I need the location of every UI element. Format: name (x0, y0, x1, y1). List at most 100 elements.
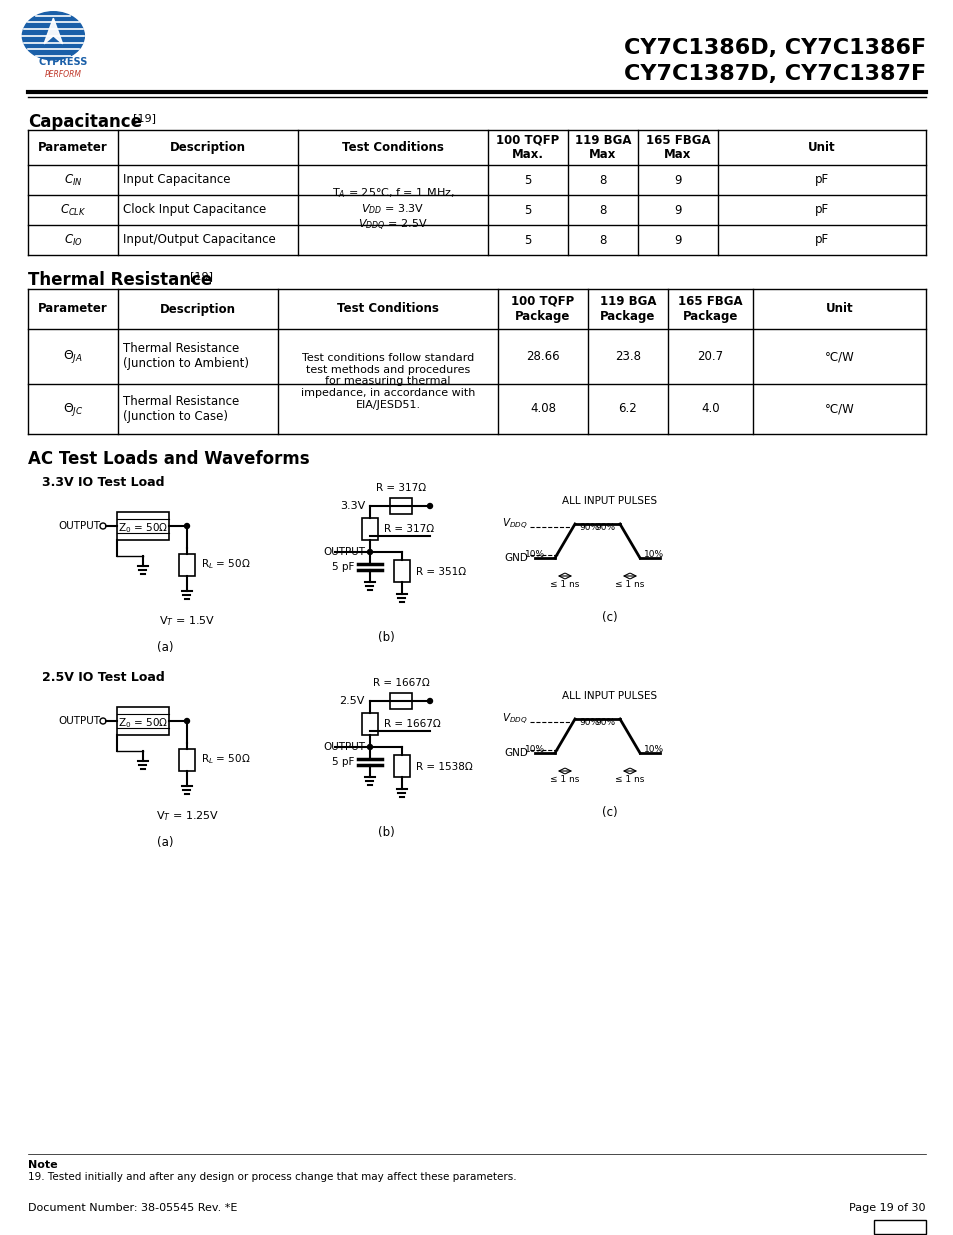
Text: ≤ 1 ns: ≤ 1 ns (550, 776, 579, 784)
Text: pF: pF (814, 173, 828, 186)
Circle shape (22, 12, 84, 61)
Text: 19. Tested initially and after any design or process change that may affect thes: 19. Tested initially and after any desig… (28, 1172, 517, 1182)
Text: [19]: [19] (190, 270, 213, 282)
Text: Z$_0$ = 50Ω: Z$_0$ = 50Ω (118, 521, 168, 535)
Text: ≤ 1 ns: ≤ 1 ns (615, 580, 644, 589)
Bar (179, 748, 194, 771)
Text: 8: 8 (598, 204, 606, 216)
Text: Page 19 of 30: Page 19 of 30 (848, 1203, 925, 1213)
Text: 3.3V IO Test Load: 3.3V IO Test Load (42, 475, 164, 489)
Text: Test Conditions: Test Conditions (336, 303, 438, 315)
Text: $V_{DDQ}$: $V_{DDQ}$ (502, 711, 527, 726)
Text: °C/W: °C/W (823, 403, 854, 415)
Text: 5: 5 (524, 233, 531, 247)
Text: Document Number: 38-05545 Rev. *E: Document Number: 38-05545 Rev. *E (28, 1203, 237, 1213)
Text: PERFORM: PERFORM (45, 70, 82, 79)
Text: (c): (c) (601, 806, 618, 819)
Text: Input Capacitance: Input Capacitance (123, 173, 231, 186)
Text: OUTPUT: OUTPUT (323, 547, 365, 557)
Text: °C/W: °C/W (823, 350, 854, 363)
Text: GND: GND (503, 748, 527, 758)
Text: R = 317Ω: R = 317Ω (375, 483, 426, 493)
Text: 10%: 10% (643, 550, 663, 559)
Bar (117, 513, 169, 540)
Text: 28.66: 28.66 (526, 350, 559, 363)
Text: Thermal Resistance
(Junction to Case): Thermal Resistance (Junction to Case) (123, 395, 239, 424)
Text: 8: 8 (598, 233, 606, 247)
Bar (361, 713, 377, 735)
Text: Z$_0$ = 50Ω: Z$_0$ = 50Ω (118, 716, 168, 730)
Text: (a): (a) (156, 641, 173, 655)
Text: 10%: 10% (643, 745, 663, 755)
Text: Input/Output Capacitance: Input/Output Capacitance (123, 233, 275, 247)
Text: 23.8: 23.8 (615, 350, 640, 363)
Text: T$_A$ = 25°C, f = 1 MHz,
$V_{DD}$ = 3.3V
$V_{DDQ}$ = 2.5V: T$_A$ = 25°C, f = 1 MHz, $V_{DD}$ = 3.3V… (332, 186, 454, 233)
Text: $\Theta_{JC}$: $\Theta_{JC}$ (63, 400, 83, 417)
Text: R = 351Ω: R = 351Ω (416, 567, 466, 577)
Text: CY7C1386D, CY7C1386F: CY7C1386D, CY7C1386F (623, 38, 925, 58)
Text: R = 317Ω: R = 317Ω (384, 524, 434, 534)
Text: (b): (b) (377, 631, 394, 643)
Text: ALL INPUT PULSES: ALL INPUT PULSES (562, 496, 657, 506)
Text: pF: pF (814, 233, 828, 247)
Circle shape (184, 524, 190, 529)
Text: [19]: [19] (132, 112, 156, 124)
Text: 4.0: 4.0 (700, 403, 720, 415)
Text: 100 TQFP
Package: 100 TQFP Package (511, 295, 574, 324)
Text: 5 pF: 5 pF (332, 562, 354, 572)
Text: 9: 9 (674, 173, 681, 186)
Bar (394, 755, 410, 777)
Text: 119 BGA
Max: 119 BGA Max (574, 133, 631, 162)
Polygon shape (44, 19, 63, 43)
Text: $\Theta_{JA}$: $\Theta_{JA}$ (63, 348, 83, 366)
Text: ≤ 1 ns: ≤ 1 ns (550, 580, 579, 589)
Circle shape (427, 504, 432, 509)
Text: 3.3V: 3.3V (339, 501, 365, 511)
Text: 10%: 10% (524, 550, 544, 559)
Text: 90%: 90% (578, 522, 598, 532)
Text: Thermal Resistance
(Junction to Ambient): Thermal Resistance (Junction to Ambient) (123, 342, 249, 370)
Text: ≤ 1 ns: ≤ 1 ns (615, 776, 644, 784)
Text: 2.5V IO Test Load: 2.5V IO Test Load (42, 671, 165, 684)
Text: R$_L$ = 50Ω: R$_L$ = 50Ω (201, 557, 251, 571)
Text: 10%: 10% (524, 745, 544, 755)
Text: OUTPUT: OUTPUT (323, 742, 365, 752)
Circle shape (427, 699, 432, 704)
Text: R = 1667Ω: R = 1667Ω (384, 719, 440, 729)
Text: R$_L$ = 50Ω: R$_L$ = 50Ω (201, 752, 251, 766)
Text: (c): (c) (601, 611, 618, 624)
Text: 8: 8 (598, 173, 606, 186)
Text: R = 1667Ω: R = 1667Ω (373, 678, 429, 688)
Text: 9: 9 (674, 233, 681, 247)
Text: 20.7: 20.7 (697, 350, 722, 363)
Text: AC Test Loads and Waveforms: AC Test Loads and Waveforms (28, 450, 310, 468)
Text: Test conditions follow standard
test methods and procedures
for measuring therma: Test conditions follow standard test met… (300, 353, 475, 410)
Text: $C_{IO}$: $C_{IO}$ (64, 232, 82, 247)
Text: 9: 9 (674, 204, 681, 216)
Text: 165 FBGA
Max: 165 FBGA Max (645, 133, 710, 162)
Text: $C_{IN}$: $C_{IN}$ (64, 173, 82, 188)
Text: 6.2: 6.2 (618, 403, 637, 415)
Text: Description: Description (170, 141, 246, 154)
Bar (117, 706, 169, 735)
Text: 100 TQFP
Max.: 100 TQFP Max. (496, 133, 559, 162)
Text: V$_T$ = 1.25V: V$_T$ = 1.25V (155, 809, 218, 823)
Text: $C_{CLK}$: $C_{CLK}$ (60, 203, 86, 217)
Circle shape (367, 745, 372, 750)
Text: 90%: 90% (596, 522, 616, 532)
Text: ALL INPUT PULSES: ALL INPUT PULSES (562, 692, 657, 701)
Text: (a): (a) (156, 836, 173, 848)
Text: Parameter: Parameter (38, 141, 108, 154)
Text: $V_{DDQ}$: $V_{DDQ}$ (502, 516, 527, 531)
Text: 5: 5 (524, 173, 531, 186)
Text: Description: Description (160, 303, 235, 315)
Text: Capacitance: Capacitance (28, 112, 142, 131)
Text: pF: pF (814, 204, 828, 216)
Text: (b): (b) (377, 826, 394, 839)
Bar (179, 555, 194, 576)
Text: CYPRESS: CYPRESS (39, 57, 89, 67)
Text: 90%: 90% (578, 718, 598, 727)
Text: R = 1538Ω: R = 1538Ω (416, 762, 473, 772)
Text: Thermal Resistance: Thermal Resistance (28, 270, 212, 289)
Text: GND: GND (503, 553, 527, 563)
